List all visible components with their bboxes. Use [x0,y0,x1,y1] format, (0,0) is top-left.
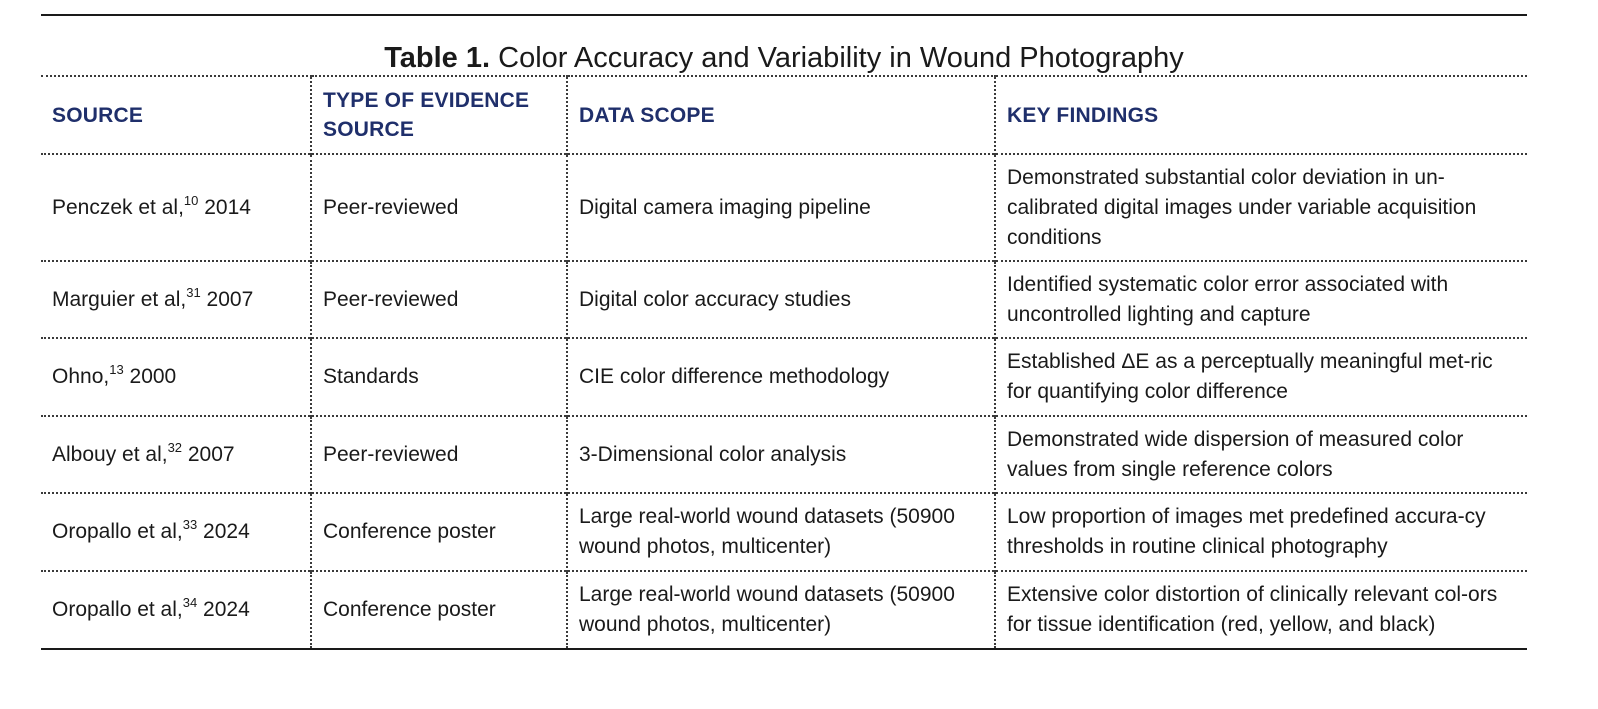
table-row: Marguier et al,31 2007 Peer-reviewed Dig… [41,260,1527,338]
header-data-scope: DATA SCOPE [566,75,995,154]
source-year: 2024 [197,520,250,543]
document-page: Table 1. Color Accuracy and Variability … [41,14,1527,650]
source-name: Albouy et al, [52,442,168,466]
cell-source: Albouy et al,32 2007 [41,415,311,493]
source-name: Ohno, [52,365,110,388]
table-row: Oropallo et al,33 2024 Conference poster… [41,492,1527,571]
table-row: Oropallo et al,34 2024 Conference poster… [41,570,1527,650]
source-name: Oropallo et al, [52,520,183,543]
reference-number: 31 [186,284,201,300]
source-year: 2024 [197,598,250,621]
cell-source: Penczek et al,10 2014 [41,153,311,261]
source-year: 2007 [200,287,254,311]
header-evidence-type: TYPE OF EVIDENCE SOURCE [310,75,567,154]
cell-source: Oropallo et al,33 2024 [41,492,311,571]
reference-number: 32 [167,439,183,455]
source-year: 2007 [182,442,235,466]
header-source: SOURCE [41,75,311,154]
cell-source: Marguier et al,31 2007 [41,260,311,338]
cell-data-scope: 3-Dimensional color analysis [566,415,995,493]
cell-key-findings: Low proportion of images met predefined … [994,492,1527,571]
header-key-findings: KEY FINDINGS [994,75,1527,154]
table-row: Penczek et al,10 2014 Peer-reviewed Digi… [41,153,1527,261]
table-caption: Table 1. Color Accuracy and Variability … [41,16,1527,75]
cell-evidence-type: Peer-reviewed [310,153,567,261]
source-year: 2000 [123,365,177,388]
cell-data-scope: Digital camera imaging pipeline [566,153,995,261]
cell-key-findings: Established ΔE as a perceptually meaning… [994,337,1527,416]
cell-data-scope: Digital color accuracy studies [566,260,995,338]
cell-evidence-type: Conference poster [310,492,567,571]
cell-key-findings: Demonstrated wide dispersion of measured… [994,415,1527,493]
table-header-row: SOURCE TYPE OF EVIDENCE SOURCE DATA SCOP… [41,75,1527,154]
cell-key-findings: Extensive color distortion of clinically… [994,570,1527,650]
source-name: Penczek et al, [52,195,184,219]
source-year: 2014 [198,195,251,219]
cell-source: Oropallo et al,34 2024 [41,570,311,650]
table-row: Ohno,13 2000 Standards CIE color differe… [41,337,1527,416]
source-name: Marguier et al, [52,287,187,311]
cell-evidence-type: Peer-reviewed [310,415,567,493]
top-rule [41,14,1527,16]
reference-number: 33 [182,517,198,532]
cell-key-findings: Identified systematic color error associ… [994,260,1527,338]
reference-number: 13 [109,362,124,377]
reference-number: 34 [182,595,198,610]
cell-data-scope: Large real-world wound datasets (50900 w… [566,570,995,650]
evidence-table: SOURCE TYPE OF EVIDENCE SOURCE DATA SCOP… [41,75,1527,650]
cell-data-scope: Large real-world wound datasets (50900 w… [566,492,995,571]
table-caption-text: Color Accuracy and Variability in Wound … [498,42,1184,74]
cell-evidence-type: Peer-reviewed [310,260,567,338]
reference-number: 10 [183,192,199,208]
cell-evidence-type: Standards [310,337,567,416]
cell-source: Ohno,13 2000 [41,337,311,416]
table-row: Albouy et al,32 2007 Peer-reviewed 3-Dim… [41,415,1527,493]
cell-key-findings: Demonstrated substantial color deviation… [994,153,1527,261]
table-caption-label: Table 1. [384,42,491,74]
cell-evidence-type: Conference poster [310,570,567,650]
source-name: Oropallo et al, [52,598,183,621]
cell-data-scope: CIE color difference methodology [566,337,995,416]
